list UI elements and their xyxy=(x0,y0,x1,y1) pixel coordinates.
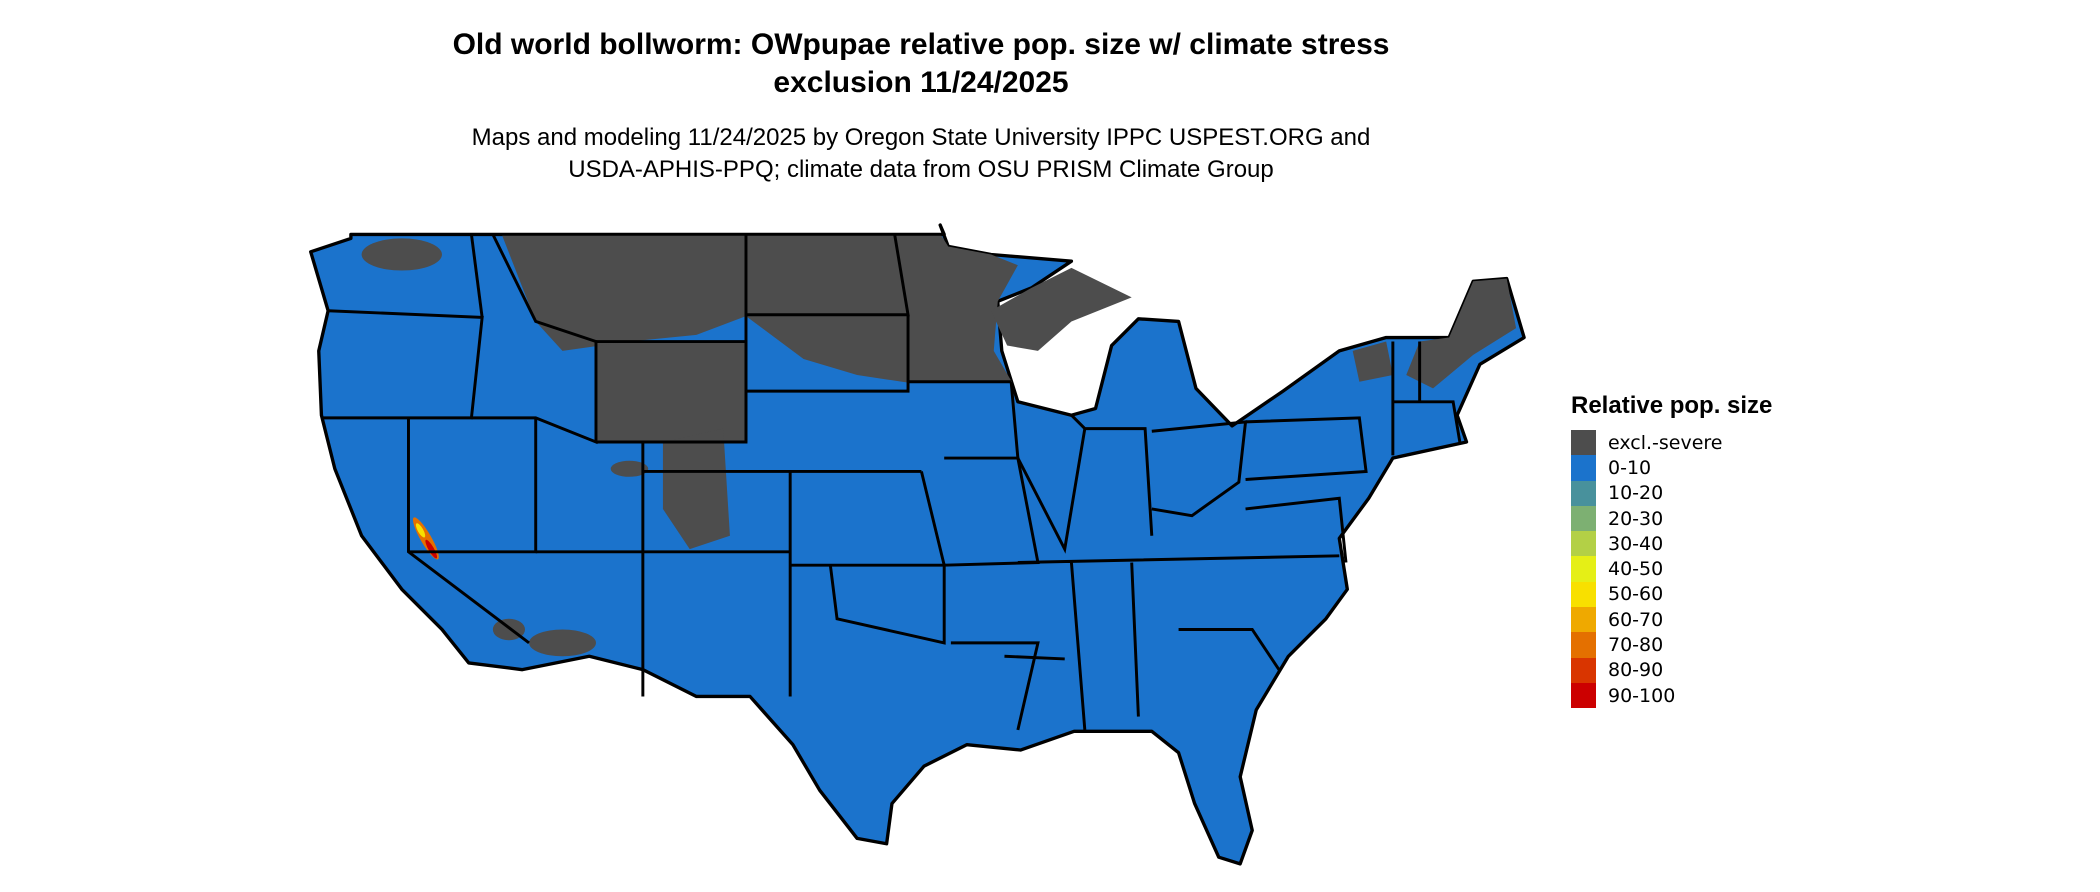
legend-label: 50-60 xyxy=(1608,583,1664,606)
legend-title: Relative pop. size xyxy=(1571,392,1773,419)
legend-swatch xyxy=(1571,556,1596,582)
legend-items: excl.-severe 0-10 10-20 20-30 30-40 40-50 50-6… xyxy=(1571,430,1772,709)
legend-swatch xyxy=(1571,657,1596,683)
legend-swatch xyxy=(1571,632,1596,658)
legend-swatch xyxy=(1571,505,1596,532)
excluded-areas xyxy=(361,235,1517,657)
legend-item: 70-80 xyxy=(1571,632,1772,658)
subtitle-line-2: USDA-APHIS-PPQ; climate data from OSU PR… xyxy=(568,156,1274,183)
legend-label: 20-30 xyxy=(1608,507,1664,530)
hotspot-california xyxy=(412,517,439,560)
map-title: Old world bollworm: OWpupae relative pop… xyxy=(0,26,1842,102)
legend-swatch xyxy=(1571,455,1596,481)
legend-swatch xyxy=(1571,430,1596,456)
state-boundaries xyxy=(321,233,1462,731)
legend-label: 30-40 xyxy=(1608,532,1664,555)
legend-label: 0-10 xyxy=(1608,456,1652,479)
subtitle-line-1: Maps and modeling 11/24/2025 by Oregon S… xyxy=(471,124,1371,151)
legend-swatch xyxy=(1571,581,1596,608)
legend-swatch xyxy=(1571,531,1596,557)
legend-label: excl.-severe xyxy=(1608,431,1723,454)
legend-swatch xyxy=(1571,682,1596,709)
legend-item: 80-90 xyxy=(1571,657,1772,683)
legend-item: 90-100 xyxy=(1571,682,1772,709)
legend-swatch xyxy=(1571,607,1596,633)
title-line-1: Old world bollworm: OWpupae relative pop… xyxy=(452,28,1390,61)
legend-item: 40-50 xyxy=(1571,556,1772,582)
legend-item: 30-40 xyxy=(1571,531,1772,557)
legend-item: 0-10 xyxy=(1571,455,1772,481)
legend-label: 90-100 xyxy=(1608,684,1676,707)
legend-label: 40-50 xyxy=(1608,558,1664,581)
legend-item: excl.-severe xyxy=(1571,430,1772,456)
legend-swatch xyxy=(1571,480,1596,506)
legend-label: 10-20 xyxy=(1608,482,1664,505)
legend-item: 10-20 xyxy=(1571,480,1772,506)
legend-item: 20-30 xyxy=(1571,505,1772,532)
legend: Relative pop. size excl.-severe 0-10 10-20… xyxy=(1571,392,1773,709)
map-subtitle: Maps and modeling 11/24/2025 by Oregon S… xyxy=(0,122,1842,186)
legend-item: 50-60 xyxy=(1571,581,1772,608)
legend-label: 70-80 xyxy=(1608,634,1664,657)
title-line-2: exclusion 11/24/2025 xyxy=(773,66,1069,99)
legend-label: 80-90 xyxy=(1608,659,1664,682)
legend-item: 60-70 xyxy=(1571,607,1772,633)
legend-label: 60-70 xyxy=(1608,608,1664,631)
